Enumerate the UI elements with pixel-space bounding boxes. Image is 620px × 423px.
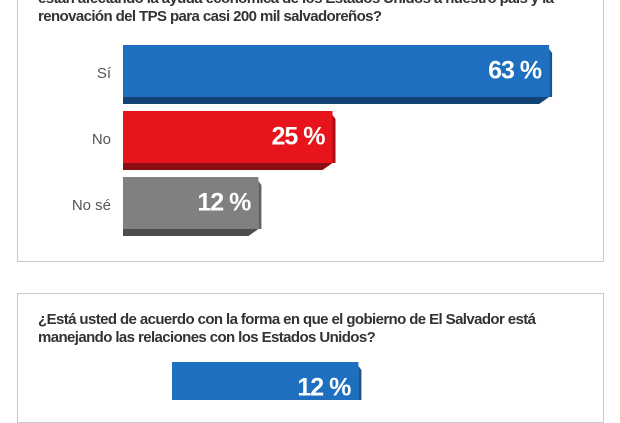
category-label: No (92, 131, 111, 148)
value-label: 63 % (488, 57, 542, 85)
value-label: 12 % (197, 189, 251, 217)
bar-depth (123, 229, 259, 236)
bar-depth (123, 97, 550, 104)
page: están afectando la ayuda económica de lo… (17, 0, 604, 423)
category-label: Sí (97, 65, 112, 82)
chart-title: ¿Está usted de acuerdo con la forma en q… (38, 311, 536, 346)
bar (123, 177, 259, 229)
bar-depth (549, 49, 553, 97)
chart-title: están afectando la ayuda económica de lo… (38, 0, 554, 25)
bar (123, 45, 550, 97)
bar (172, 362, 359, 400)
value-label: 25 % (272, 123, 326, 151)
bar (123, 111, 333, 163)
bar-depth (258, 181, 262, 229)
bar-depth (123, 163, 333, 170)
chart: 63 % Sí 25 % No 12 % No sé 12 % (72, 45, 553, 400)
category-label: No sé (72, 197, 111, 214)
bar-depth (358, 366, 362, 400)
bar-depth (332, 115, 336, 163)
value-label: 12 % (297, 374, 351, 400)
